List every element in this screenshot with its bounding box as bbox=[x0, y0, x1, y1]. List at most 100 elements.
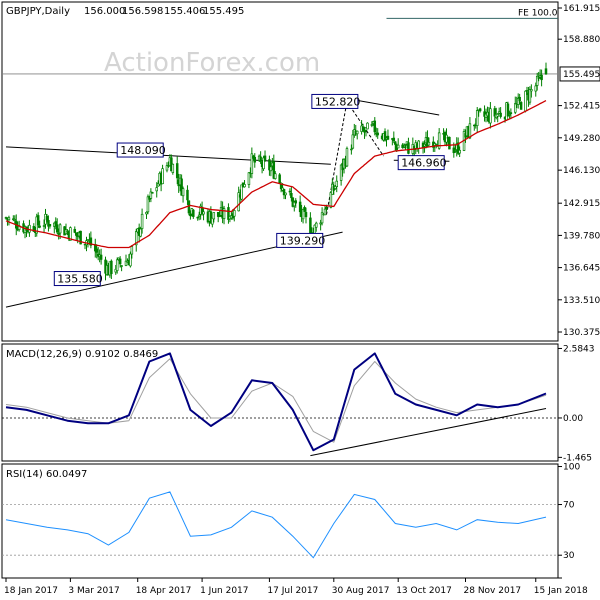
candle bbox=[540, 69, 543, 87]
candle bbox=[165, 162, 169, 173]
rsi-layer bbox=[2, 491, 558, 559]
candle bbox=[175, 156, 179, 185]
price-tick-label: 152.415 bbox=[563, 102, 600, 112]
candle bbox=[323, 204, 327, 216]
price-annotation-label: 148.090 bbox=[120, 144, 166, 157]
price-header-close: 155.495 bbox=[203, 6, 244, 17]
candle bbox=[473, 124, 476, 131]
candle bbox=[156, 180, 160, 187]
candle bbox=[282, 188, 286, 200]
candle bbox=[534, 82, 538, 97]
rsi-tick-label: 100 bbox=[563, 463, 580, 473]
candle bbox=[351, 129, 355, 150]
candle bbox=[42, 219, 46, 234]
x-tick-label: 15 Jan 2018 bbox=[534, 586, 588, 596]
candle bbox=[376, 128, 379, 139]
price-header-symbol: GBPJPY,Daily bbox=[6, 6, 70, 17]
candle bbox=[528, 86, 532, 105]
candle bbox=[212, 212, 216, 223]
candle bbox=[57, 228, 60, 240]
candle bbox=[370, 121, 374, 128]
price-axis: 161.915 158.880 155.495 152.415 149.280 146.1… bbox=[558, 4, 600, 338]
candle bbox=[304, 207, 308, 224]
price-tick-label: 139.780 bbox=[563, 231, 600, 241]
candle bbox=[334, 185, 337, 190]
candle bbox=[95, 244, 98, 259]
candle bbox=[350, 144, 353, 155]
candle bbox=[454, 145, 457, 154]
candle bbox=[506, 101, 510, 117]
candle bbox=[272, 154, 276, 180]
candle bbox=[396, 138, 400, 149]
rsi-tick-label: 70 bbox=[563, 501, 575, 511]
candle bbox=[139, 226, 142, 238]
candle bbox=[394, 141, 397, 151]
candle bbox=[89, 231, 93, 249]
candle bbox=[525, 86, 529, 96]
candle bbox=[211, 217, 214, 228]
candle bbox=[130, 244, 134, 259]
candle bbox=[73, 226, 77, 234]
candle bbox=[262, 155, 265, 171]
candle bbox=[151, 191, 154, 194]
candle bbox=[55, 218, 59, 235]
price-tick-label: 130.375 bbox=[563, 328, 600, 338]
macd-tick-label: -1.465 bbox=[563, 453, 592, 463]
candle bbox=[298, 195, 302, 217]
candle bbox=[216, 212, 220, 223]
price-tick-label: 133.510 bbox=[563, 296, 600, 306]
candle bbox=[355, 130, 359, 140]
candle bbox=[314, 221, 318, 232]
candle bbox=[284, 192, 287, 200]
candle bbox=[383, 128, 387, 142]
rsi-line bbox=[5, 491, 547, 559]
candle bbox=[320, 207, 324, 226]
candle bbox=[509, 108, 513, 120]
candle bbox=[524, 90, 527, 113]
price-tick-label: 146.130 bbox=[563, 166, 600, 176]
candle bbox=[129, 251, 132, 268]
x-tick-label: 18 Jan 2017 bbox=[4, 586, 58, 596]
candle bbox=[301, 208, 305, 224]
macd-panel-frame bbox=[1, 343, 559, 462]
candle bbox=[274, 171, 277, 180]
candle bbox=[518, 93, 521, 105]
candle bbox=[134, 228, 138, 252]
price-annotation-box: 146.960 bbox=[397, 155, 447, 171]
candle bbox=[493, 105, 497, 123]
candle bbox=[497, 107, 501, 114]
price-candles bbox=[4, 62, 548, 281]
candle bbox=[28, 219, 31, 237]
candle bbox=[202, 208, 205, 221]
candle bbox=[535, 72, 539, 91]
upper-trendline-left bbox=[5, 146, 331, 165]
candle bbox=[47, 215, 50, 232]
candle bbox=[253, 153, 257, 168]
price-annotation-box: 135.580 bbox=[53, 271, 103, 287]
price-annotations: 152.820 148.090 146.960 139.290 135.580 bbox=[53, 93, 447, 287]
current-price-box bbox=[559, 66, 600, 82]
candle bbox=[427, 137, 431, 146]
candle bbox=[478, 107, 482, 113]
candle bbox=[303, 205, 306, 212]
macd-tick-label: 2.5843 bbox=[563, 344, 595, 354]
candle bbox=[124, 254, 128, 267]
candle bbox=[69, 226, 72, 241]
candle bbox=[345, 146, 349, 168]
candle bbox=[475, 106, 479, 133]
price-tick-label: 142.915 bbox=[563, 199, 600, 209]
candle bbox=[402, 143, 406, 149]
ema-path bbox=[5, 100, 547, 249]
price-annotation-label: 146.960 bbox=[401, 157, 447, 170]
candle bbox=[268, 155, 271, 176]
candle bbox=[401, 143, 404, 149]
candle bbox=[110, 259, 113, 280]
candle bbox=[448, 136, 451, 150]
watermark: ActionForex.com bbox=[104, 48, 320, 78]
candle bbox=[237, 186, 240, 212]
candle bbox=[423, 140, 426, 153]
rsi-panel-frame bbox=[1, 463, 559, 579]
macd-tick-label: 0.00 bbox=[563, 414, 583, 424]
